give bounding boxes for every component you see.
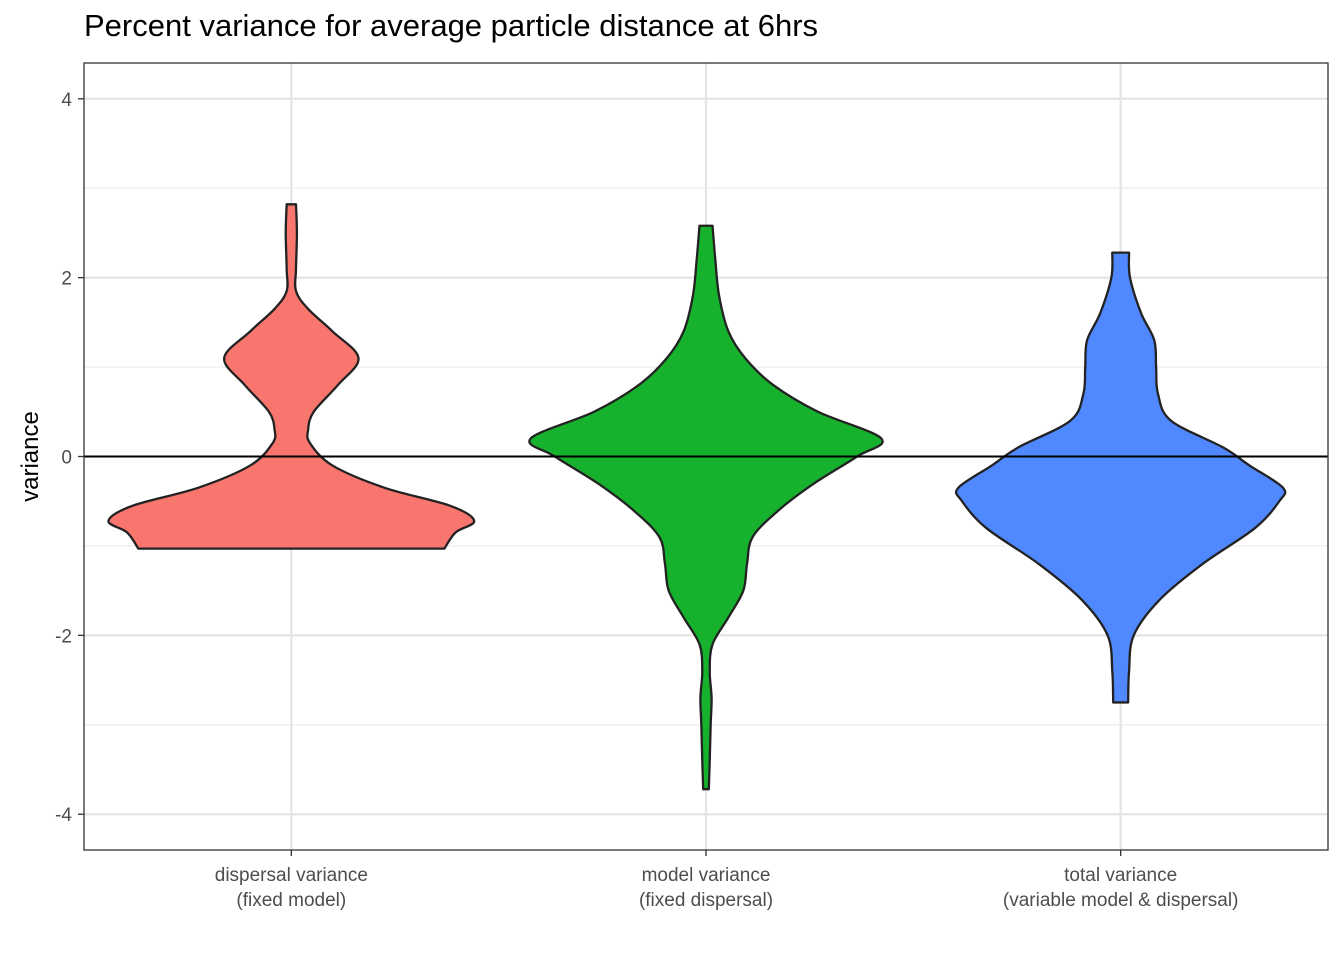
x-tick-label-line1: total variance [1064,865,1177,886]
y-tick-label: 2 [61,269,72,290]
violin-2 [528,224,884,791]
y-tick-label: -4 [55,805,72,826]
x-tick-label-line2: (fixed model) [236,890,346,911]
violin-3 [954,251,1287,704]
y-axis-label: variance [17,411,44,502]
y-tick-label: 0 [61,448,72,469]
y-tick-label: -2 [55,626,72,647]
chart-title: Percent variance for average particle di… [84,8,819,43]
x-tick-label-line1: model variance [642,865,771,886]
axis-layer: -4 -2 0 2 4 dispersal variance (fixed model) mo… [55,90,1238,911]
violin-1 [107,203,476,550]
x-tick-label-line2: (variable model & dispersal) [1003,890,1239,911]
y-tick-label: 4 [61,90,72,111]
violin-layer [107,203,1287,791]
x-tick-label-line2: (fixed dispersal) [639,890,773,911]
x-tick-label-line1: dispersal variance [215,865,368,886]
